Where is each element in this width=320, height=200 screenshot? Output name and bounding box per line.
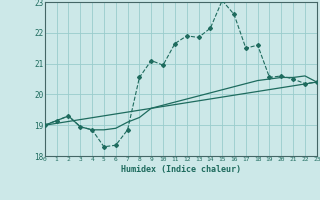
X-axis label: Humidex (Indice chaleur): Humidex (Indice chaleur) bbox=[121, 165, 241, 174]
